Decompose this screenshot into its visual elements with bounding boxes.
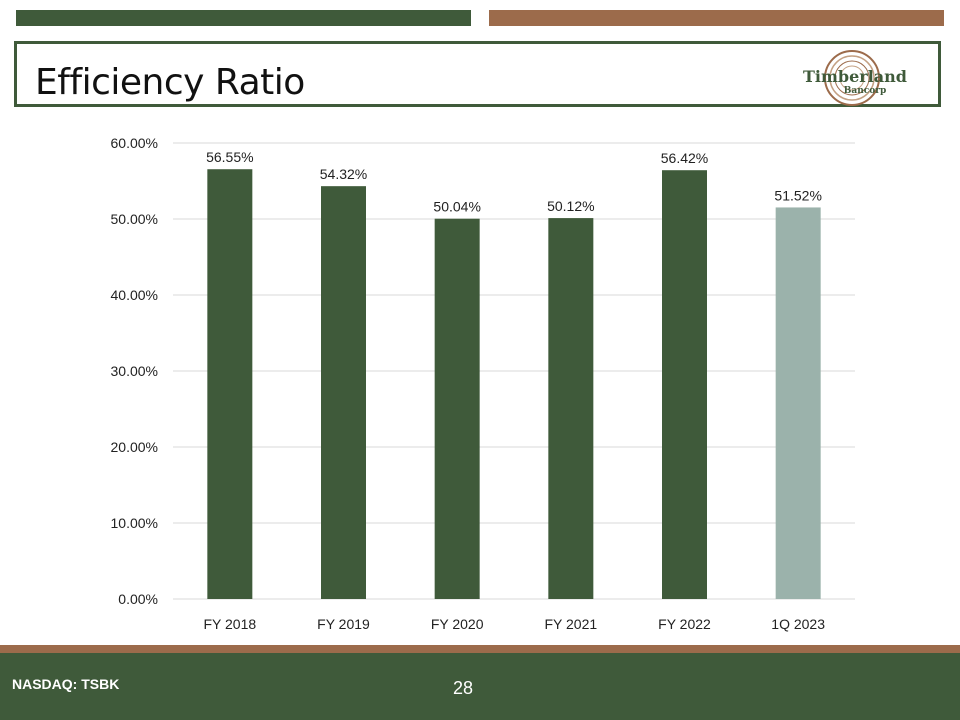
ticker-symbol: NASDAQ: TSBK: [12, 676, 120, 692]
x-tick-label: FY 2019: [317, 616, 370, 632]
bar: [775, 207, 821, 599]
x-tick-label: FY 2020: [431, 616, 484, 632]
y-tick-label: 0.00%: [118, 591, 158, 607]
bar: [434, 218, 480, 600]
x-tick-label: FY 2022: [658, 616, 711, 632]
logo-wordmark: Timberland: [803, 67, 907, 86]
gridlines: [173, 142, 855, 600]
x-tick-label: FY 2018: [203, 616, 256, 632]
footer-accent-line: [0, 645, 960, 653]
efficiency-ratio-bar-chart: 0.00% 10.00% 20.00% 30.00% 40.00% 50.00% 60.00…: [111, 135, 855, 632]
bars: [207, 169, 821, 600]
bar: [321, 186, 366, 599]
y-tick-label: 30.00%: [111, 363, 158, 379]
data-label: 50.12%: [547, 198, 594, 214]
data-label: 51.52%: [774, 187, 821, 203]
bar: [207, 169, 253, 599]
y-axis-labels: 0.00% 10.00% 20.00% 30.00% 40.00% 50.00% 60.00…: [111, 135, 158, 607]
data-label: 54.32%: [320, 166, 367, 182]
tree-rings-icon: [824, 50, 880, 106]
x-tick-label: FY 2021: [544, 616, 597, 632]
title-box: Efficiency Ratio Timberland Bancorp: [14, 41, 941, 107]
x-axis-labels: FY 2018 FY 2019 FY 2020 FY 2021 FY 2022 1Q 20…: [203, 616, 825, 632]
footer-bar: NASDAQ: TSBK 28: [0, 653, 960, 720]
bar: [662, 170, 707, 599]
top-accent-bar-brown: [489, 10, 944, 26]
data-label: 56.42%: [661, 150, 708, 166]
page-number: 28: [453, 678, 474, 698]
top-accent-bar-green: [16, 10, 471, 26]
y-tick-label: 60.00%: [111, 135, 158, 151]
y-tick-label: 20.00%: [111, 439, 158, 455]
y-tick-label: 50.00%: [111, 211, 158, 227]
x-tick-label: 1Q 2023: [771, 616, 825, 632]
data-label: 50.04%: [433, 199, 480, 215]
y-tick-label: 10.00%: [111, 515, 158, 531]
bar: [548, 218, 594, 599]
logo-subtitle: Bancorp: [843, 86, 887, 96]
slide-title: Efficiency Ratio: [35, 62, 305, 103]
data-label: 56.55%: [206, 149, 253, 165]
timberland-logo: Timberland Bancorp: [794, 46, 916, 106]
data-labels: 56.55% 54.32% 50.04% 50.12% 56.42% 51.52%: [206, 149, 822, 214]
y-tick-label: 40.00%: [111, 287, 158, 303]
